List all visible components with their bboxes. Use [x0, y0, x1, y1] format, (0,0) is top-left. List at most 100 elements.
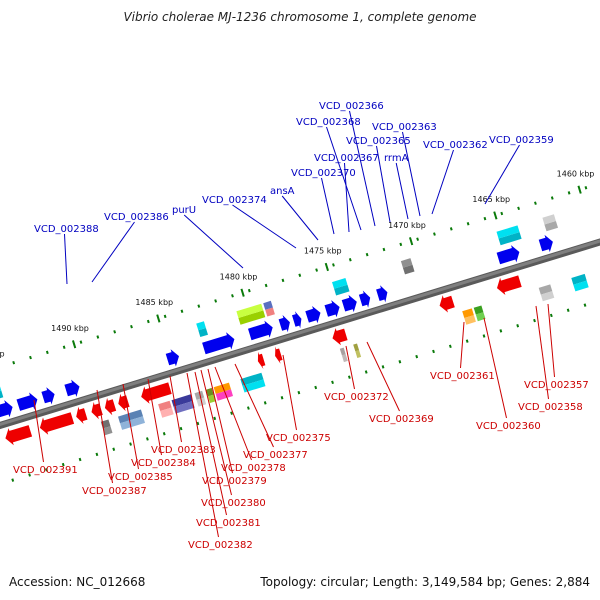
upper-tick-mark [315, 268, 319, 272]
feature-box [208, 394, 216, 403]
leader-line [64, 233, 68, 285]
upper-tick-mark [550, 196, 554, 200]
gene-label[interactable]: VCD_002383 [151, 445, 216, 456]
upper-tick-mark [264, 283, 268, 288]
feature-box [462, 308, 474, 318]
gene-label[interactable]: VCD_002372 [324, 392, 389, 403]
leader-line [344, 162, 350, 233]
reverse-gene-arrow [141, 382, 172, 404]
leader-line [33, 399, 44, 463]
gene-label[interactable]: VCD_002388 [34, 224, 99, 235]
tick-label: 1485 kbp [135, 298, 173, 307]
gene-label[interactable]: VCD_002357 [524, 380, 589, 391]
feature-box [158, 400, 172, 411]
major-tick [493, 211, 498, 220]
lower-tick-mark [230, 411, 233, 415]
leader-line [186, 372, 219, 538]
gene-label[interactable]: VCD_002385 [108, 472, 173, 483]
feature-box [238, 310, 266, 325]
feature-box [240, 372, 264, 386]
gene-label[interactable]: ansA [270, 186, 295, 197]
gene-label[interactable]: VCD_002359 [489, 135, 554, 146]
forward-gene-arrow [496, 245, 520, 265]
gene-label[interactable]: VCD_002387 [82, 486, 147, 497]
leader-line [547, 303, 555, 378]
gene-label[interactable]: VCD_002377 [243, 450, 308, 461]
gene-label[interactable]: VCD_002368 [296, 117, 361, 128]
feature-box [206, 387, 214, 397]
lower-tick-mark [61, 462, 65, 467]
gene-label[interactable]: VCD_002374 [202, 195, 267, 206]
gene-label[interactable]: VCD_002362 [423, 140, 488, 151]
lower-tick-mark [415, 354, 419, 359]
major-tick [240, 288, 245, 297]
feature-box [496, 225, 520, 239]
gene-label[interactable]: VCD_002375 [266, 433, 331, 444]
upper-tick-mark [534, 201, 537, 205]
lower-tick-mark [432, 349, 435, 354]
gene-label[interactable]: VCD_002381 [196, 518, 261, 529]
upper-tick-mark [365, 252, 369, 257]
lower-tick-mark [11, 478, 15, 482]
gene-label[interactable]: VCD_002365 [346, 136, 411, 147]
gene-label[interactable]: VCD_002386 [104, 212, 169, 223]
gene-label[interactable]: VCD_002369 [369, 414, 434, 425]
gene-label[interactable]: VCD_002378 [221, 463, 286, 474]
gene-label[interactable]: VCD_002379 [202, 476, 267, 487]
gene-label[interactable]: VCD_002363 [372, 122, 437, 133]
forward-gene-arrow [165, 349, 179, 367]
lower-tick-mark [314, 385, 318, 390]
leader-line [395, 162, 409, 220]
forward-gene-arrow [324, 300, 340, 318]
gene-label[interactable]: VCD_002358 [518, 402, 583, 413]
upper-tick-mark [214, 299, 218, 303]
gene-label[interactable]: VCD_002360 [476, 421, 541, 432]
lower-tick-mark [95, 452, 99, 457]
gene-label[interactable]: VCD_002382 [188, 540, 253, 551]
lower-tick-mark [179, 426, 183, 431]
leader-line [321, 177, 335, 235]
feature-box [332, 278, 348, 289]
feature-box [400, 258, 413, 268]
forward-gene-arrow [278, 315, 290, 333]
forward-gene-arrow [292, 311, 302, 329]
leader-line [91, 221, 135, 283]
gene-label[interactable]: VCD_002380 [201, 498, 266, 509]
feature-box [120, 416, 145, 430]
lower-tick-mark [280, 396, 284, 400]
forward-gene-arrow [16, 392, 38, 411]
gene-label[interactable]: VCD_002391 [13, 465, 78, 476]
leader-line [96, 389, 113, 484]
lower-tick-mark [549, 313, 553, 318]
lower-tick-mark [196, 421, 200, 426]
genome-info-text: Topology: circular; Length: 3,149,584 bp… [260, 575, 590, 589]
gene-label[interactable]: purU [172, 205, 196, 216]
feature-box [265, 307, 275, 317]
lower-tick-mark [533, 318, 536, 323]
leader-line [431, 149, 454, 215]
upper-tick-mark [332, 263, 335, 267]
tick-label: 1480 kbp [220, 272, 258, 281]
gene-label[interactable]: rrmA [384, 153, 409, 164]
feature-box [353, 343, 360, 352]
gene-label[interactable]: VCD_002384 [131, 458, 196, 469]
feature-box [215, 389, 233, 401]
forward-gene-arrow [0, 400, 13, 418]
major-tick [324, 262, 329, 272]
lower-tick-mark [331, 380, 334, 385]
upper-tick-mark [113, 330, 117, 334]
gene-label[interactable]: VCD_002370 [291, 168, 356, 179]
lower-tick-mark [162, 432, 166, 436]
gene-label[interactable]: VCD_002366 [319, 101, 384, 112]
feature-box [402, 264, 415, 275]
feature-box [160, 407, 174, 418]
upper-tick-mark [483, 216, 487, 221]
upper-tick-mark [567, 191, 571, 195]
leader-line [183, 214, 244, 269]
lower-tick-mark [297, 390, 301, 395]
lower-tick-mark [482, 334, 486, 338]
backbone-highlight [0, 239, 600, 427]
gene-label[interactable]: VCD_002367 [314, 153, 379, 164]
leader-line [169, 375, 182, 443]
gene-label[interactable]: VCD_002361 [430, 371, 495, 382]
